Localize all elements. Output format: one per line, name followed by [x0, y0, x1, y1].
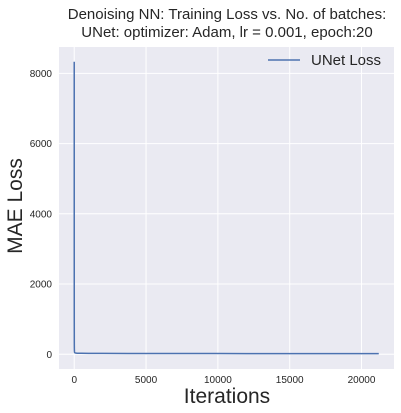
- series-line: [73, 61, 379, 355]
- y-tick-label: 8000: [30, 69, 53, 80]
- x-tick-label: 0: [71, 375, 77, 386]
- x-tick-label: 15000: [276, 375, 304, 386]
- legend: UNet Loss: [268, 52, 381, 69]
- plot-area: [59, 47, 394, 369]
- y-tick-label: 4000: [30, 209, 53, 220]
- ticks-group: 0 5000 10000 15000 20000 0 2000 4000 6000 8000: [30, 69, 376, 386]
- x-tick-label: 5000: [135, 375, 158, 386]
- chart-title-line1: Denoising NN: Training Loss vs. No. of b…: [68, 6, 387, 23]
- x-tick-label: 10000: [204, 375, 232, 386]
- x-tick-label: 20000: [348, 375, 376, 386]
- legend-label: UNet Loss: [311, 52, 381, 69]
- y-axis-label: MAE Loss: [4, 158, 27, 254]
- y-tick-label: 0: [46, 350, 52, 361]
- x-axis-label: Iterations: [184, 385, 270, 408]
- y-tick-label: 2000: [30, 280, 53, 291]
- chart-title-line2: UNet: optimizer: Adam, lr = 0.001, epoch…: [81, 24, 372, 41]
- series-group: [73, 61, 379, 355]
- y-tick-label: 6000: [30, 139, 53, 150]
